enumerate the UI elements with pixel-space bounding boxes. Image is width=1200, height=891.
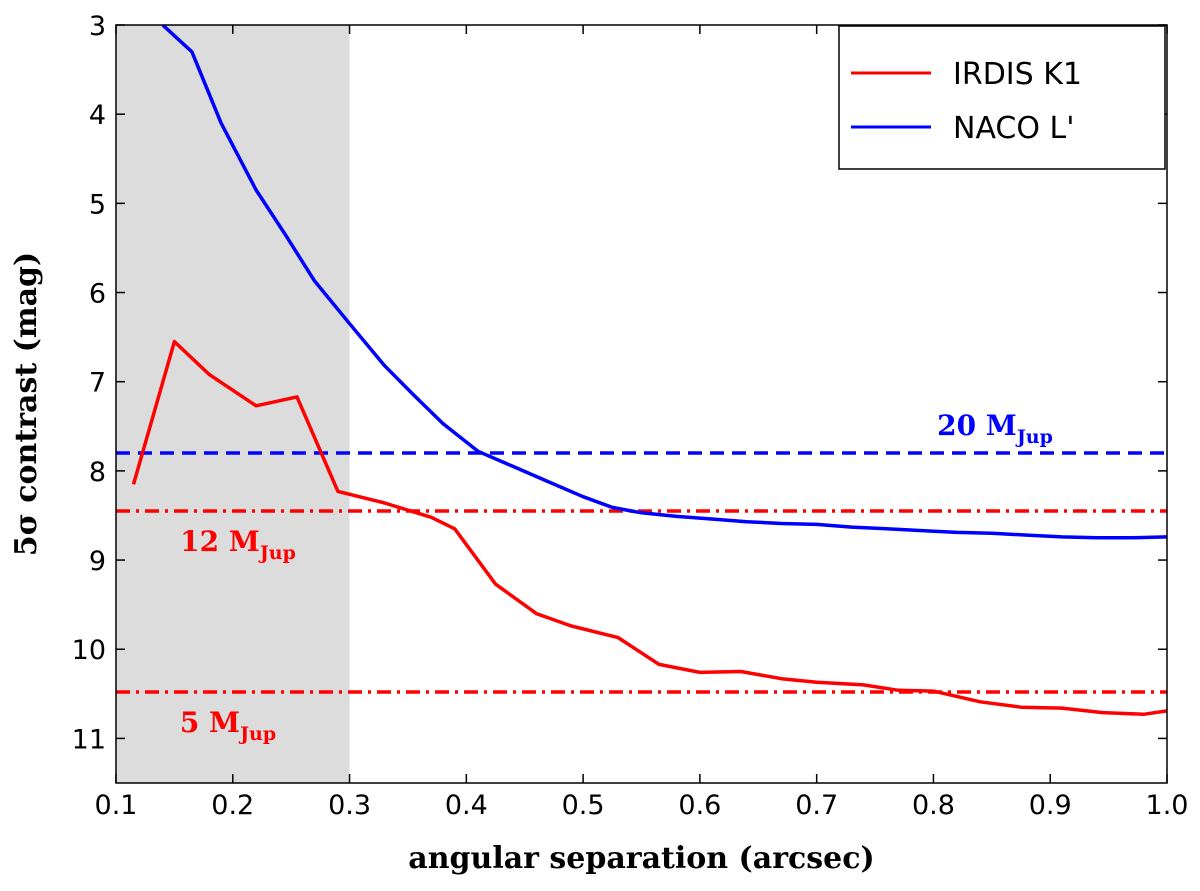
- axes-frame: [115, 24, 1168, 784]
- legend: IRDIS K1 NACO L': [838, 25, 1166, 170]
- reference-label-main: 12 M: [180, 525, 260, 558]
- reference-label-2: 20 MJup: [937, 409, 1053, 448]
- reference-label-sub: Jup: [238, 723, 276, 745]
- series-line-0: [131, 339, 1167, 717]
- legend-box: [838, 25, 1166, 170]
- shaded-region-layer: [116, 25, 350, 783]
- reference-lines-layer: [116, 451, 1167, 694]
- x-tick-label: 0.8: [912, 790, 955, 821]
- x-tick-label: 0.7: [795, 790, 838, 821]
- x-axis-label: angular separation (arcsec): [408, 841, 874, 876]
- x-tick-label: 0.3: [328, 790, 371, 821]
- ticks-layer: 0.1 0.2 0.3 0.4 0.5 0.6 0.7 0.8 0.9 1.0 3 4 5 6 7 8 9 10 1…: [72, 11, 1189, 821]
- y-axis-label: 5σ contrast (mag): [9, 252, 44, 556]
- y-tick-label: 3: [89, 11, 106, 42]
- reference-label-main: 20 M: [937, 409, 1017, 442]
- y-tick-label: 5: [89, 189, 106, 220]
- series-line-1: [161, 25, 1167, 540]
- y-tick-label: 10: [72, 635, 106, 666]
- legend-label-irdis: IRDIS K1: [953, 57, 1082, 92]
- y-tick-label: 7: [89, 368, 106, 399]
- reference-label-1: 5 MJup: [180, 706, 276, 745]
- y-tick-label: 11: [72, 724, 106, 755]
- y-tick-label: 4: [89, 100, 106, 131]
- axes-frame-layer: [115, 24, 1168, 784]
- y-tick-label: 9: [89, 546, 106, 577]
- y-tick-label: 6: [89, 279, 106, 310]
- reference-label-sub: Jup: [1015, 426, 1053, 448]
- x-tick-label: 0.6: [678, 790, 721, 821]
- reference-label-sub: Jup: [258, 542, 296, 564]
- x-tick-label: 0.4: [445, 790, 488, 821]
- reference-label-main: 5 M: [180, 706, 240, 739]
- reference-label-0: 12 MJup: [180, 525, 296, 564]
- shaded-region: [116, 25, 350, 783]
- y-tick-label: 8: [89, 457, 106, 488]
- series-layer: [131, 25, 1167, 717]
- x-tick-label: 0.5: [562, 790, 605, 821]
- x-tick-label: 0.2: [211, 790, 254, 821]
- legend-label-naco: NACO L': [953, 111, 1075, 146]
- x-tick-label: 0.1: [95, 790, 138, 821]
- x-tick-label: 0.9: [1029, 790, 1072, 821]
- x-tick-label: 1.0: [1146, 790, 1189, 821]
